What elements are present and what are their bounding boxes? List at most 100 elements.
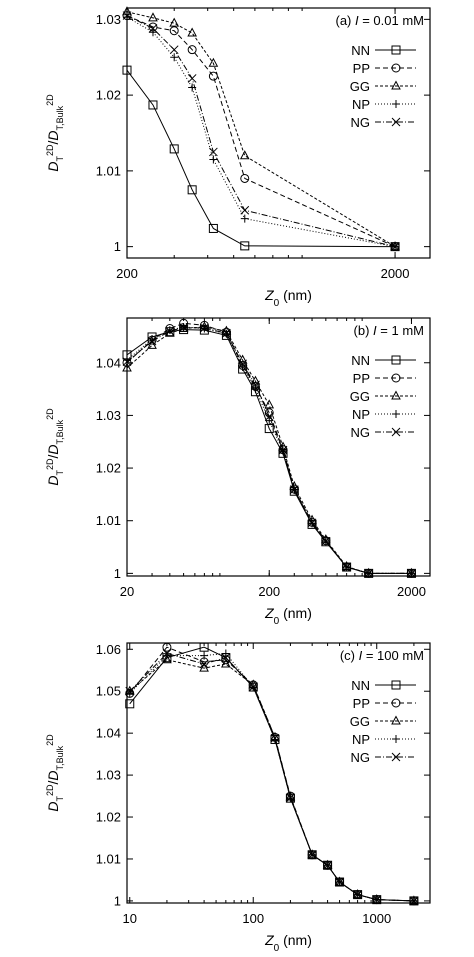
data-point-NG [179,323,188,332]
data-point-NP [209,155,218,164]
y-tick-label: 1.02 [96,810,121,825]
data-point-PP [162,642,172,652]
chart-panel-3: 10 100 1000 1 1.01 1.02 1.03 1.04 1.05 1.06 Z0 (nm… [45,642,431,954]
data-point-NP [221,649,230,658]
data-point-NN [208,223,218,233]
data-point-NG [122,11,132,20]
series-GG [122,321,417,577]
data-point-NP [200,651,209,660]
data-point-NG [278,445,288,455]
legend-marker-NP [392,410,400,418]
data-point-NG [342,562,351,572]
legend-marker-NN [391,355,401,365]
data-point-NG [270,733,280,743]
data-point-NN [187,185,197,195]
data-point-NG [390,242,400,251]
data-point-NG [148,24,158,33]
x-tick-label: 2000 [381,266,410,281]
series-line-NG [129,652,414,902]
y-tick-label: 1.03 [96,768,121,783]
data-point-NG [222,328,231,338]
data-point-NN [240,241,250,251]
data-point-NG [364,569,374,578]
data-point-GG [221,658,231,668]
panel-label: (b) I = 1 mM [354,323,424,338]
x-tick-label: 1000 [362,911,391,926]
data-point-NP [265,416,274,425]
data-point-GG [264,399,275,409]
data-point-NP [279,447,288,456]
data-point-NG [372,895,382,904]
data-point-NG [264,412,274,421]
legend-label: NG [351,425,371,440]
series-line-GG [129,659,414,902]
data-point-NP [251,385,260,394]
legend-marker-PP [391,373,401,383]
legend-label: NG [351,750,371,765]
data-point-NN [125,699,135,709]
data-point-GG [239,150,250,160]
x-tick-label: 200 [116,266,138,281]
x-tick-label: 100 [242,911,264,926]
legend-label: PP [353,371,370,386]
data-point-NG [165,326,175,336]
data-point-NG [251,380,260,390]
series-NG [122,11,400,251]
legend-marker-GG [391,715,401,725]
legend-marker-PP [391,63,401,73]
data-point-PP [208,71,218,81]
data-point-NG [209,147,218,157]
chart-panel-1: 200 2000 1 1.01 1.02 1.03 Z0 (nm) DT2D/DT,Bulk2… [45,6,431,309]
data-point-PP [240,173,250,183]
series-line-PP [129,646,414,902]
y-tick-label: 1.01 [96,851,121,866]
legend-label: NP [352,97,370,112]
series-line-PP [126,15,396,248]
y-tick-label: 1.03 [96,12,121,27]
y-tick-label: 1 [114,566,121,581]
series-line-GG [126,11,396,248]
data-point-NG [221,653,231,663]
legend-label: GG [350,389,370,404]
data-point-NP [148,28,157,37]
y-tick-label: 1 [114,893,121,908]
series-line-NP [129,652,414,902]
x-tick-label: 20 [120,584,134,599]
legend-label: NN [351,678,370,693]
legend-marker-NG [391,427,401,437]
x-axis-label: Z0 (nm) [264,932,312,954]
data-point-GG [148,12,158,22]
legend-label: NG [351,115,371,130]
data-point-NG [321,536,331,546]
legend-marker-NG [391,117,401,127]
x-tick-label: 200 [258,584,280,599]
data-point-NG [147,336,157,346]
data-point-NG [199,659,209,669]
series-GG [124,654,419,905]
data-point-NN [199,642,209,652]
series-NP [125,649,418,905]
legend-marker-NP [392,735,400,743]
legend-label: GG [350,714,370,729]
data-point-GG [187,27,197,37]
data-point-NG [323,860,332,870]
data-point-GG [147,339,157,349]
series-PP [122,318,416,578]
panel-label: (a) I = 0.01 mM [335,13,424,28]
data-point-NG [238,359,247,369]
data-point-NP [240,214,249,223]
data-point-NG [307,850,317,860]
y-tick-label: 1.05 [96,684,121,699]
y-tick-label: 1.03 [96,408,121,423]
series-NN [122,325,416,578]
data-point-NG [286,793,295,803]
panel-label: (c) I = 100 mM [340,648,424,663]
x-tick-label: 2000 [397,584,426,599]
data-point-NP [170,53,179,62]
data-point-NG [335,877,344,887]
legend-label: NN [351,43,370,58]
series-line-NP [126,326,412,574]
legend-marker-NP [392,100,400,108]
data-point-NG [187,74,197,83]
